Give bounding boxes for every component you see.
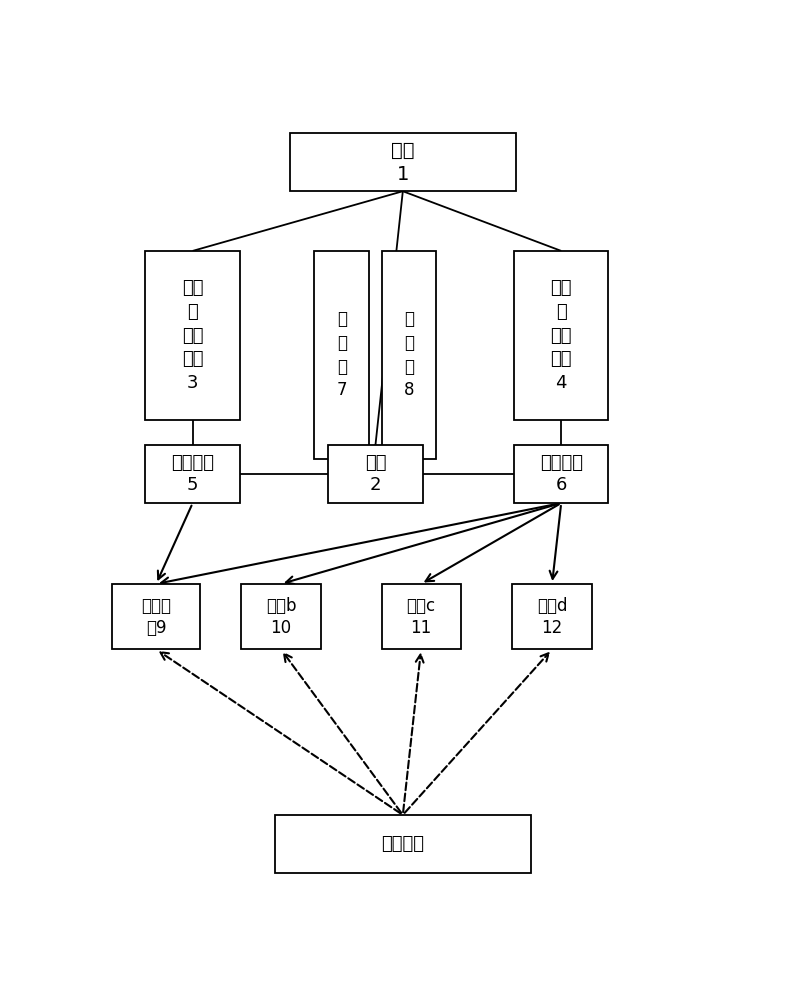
Text: 晶片c
11: 晶片c 11: [406, 597, 435, 637]
Text: 晶片d
12: 晶片d 12: [537, 597, 567, 637]
Bar: [145, 445, 240, 503]
Text: 主机
1: 主机 1: [391, 141, 414, 184]
Text: 脉冲
波
接收
电路
4: 脉冲 波 接收 电路 4: [550, 279, 572, 392]
Text: 计
时
器
8: 计 时 器 8: [404, 310, 414, 399]
Text: 第一开关
5: 第一开关 5: [171, 454, 214, 494]
Bar: [290, 133, 516, 191]
Bar: [329, 445, 423, 503]
Bar: [381, 251, 436, 459]
Bar: [112, 584, 200, 649]
Bar: [241, 584, 321, 649]
Text: 计
数
器
7: 计 数 器 7: [336, 310, 347, 399]
Bar: [275, 815, 531, 873]
Bar: [381, 584, 461, 649]
Text: 待测工件: 待测工件: [381, 835, 424, 853]
Text: 芯片
2: 芯片 2: [365, 454, 386, 494]
Bar: [145, 251, 240, 420]
Bar: [514, 445, 608, 503]
Text: 脉冲
波
发射
电路
3: 脉冲 波 发射 电路 3: [182, 279, 204, 392]
Bar: [514, 251, 608, 420]
Text: 晶片b
10: 晶片b 10: [266, 597, 296, 637]
Text: 第二开关
6: 第二开关 6: [540, 454, 582, 494]
Bar: [512, 584, 592, 649]
Text: 第一晶
片9: 第一晶 片9: [141, 597, 171, 637]
Bar: [314, 251, 369, 459]
